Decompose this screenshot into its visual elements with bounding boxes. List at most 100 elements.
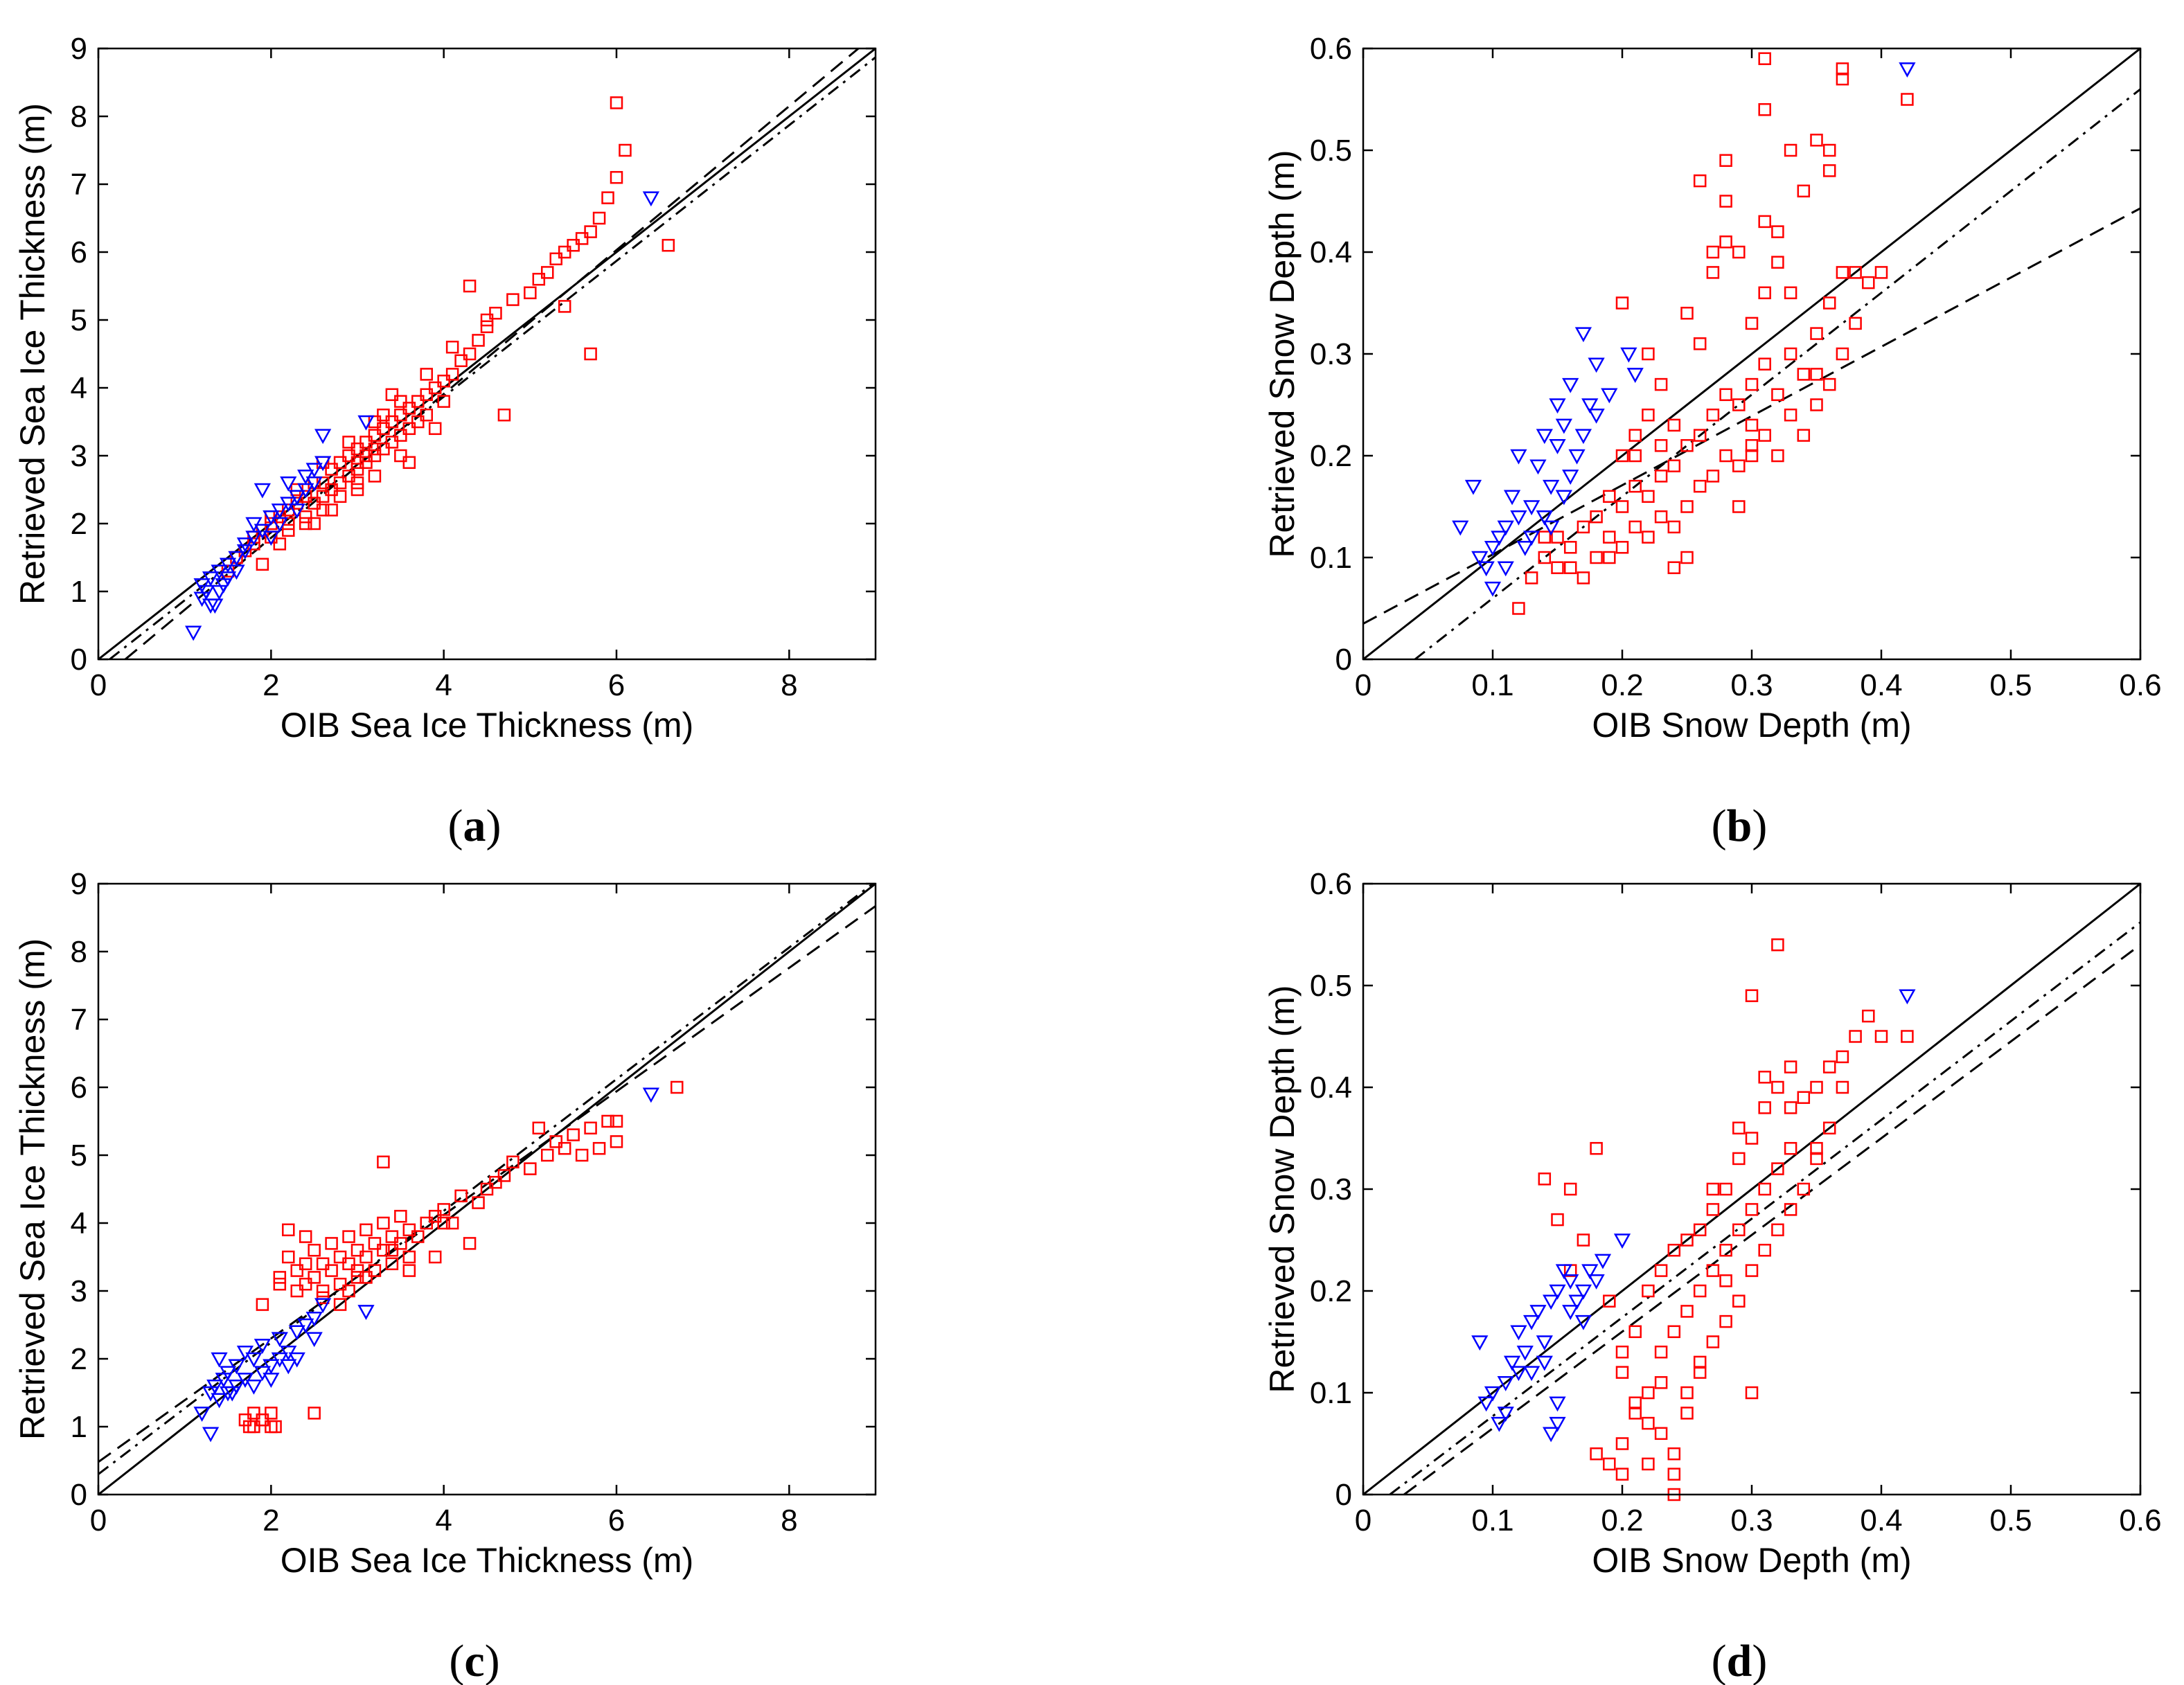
red-square-marker [385,1243,399,1257]
red-square-marker [394,1237,407,1250]
red-square-marker [1615,500,1629,513]
red-square-marker [1706,1182,1720,1196]
fit-lines [98,884,876,1495]
red-square-marker [1719,1182,1732,1196]
red-square-marker [1874,266,1888,279]
red-square-marker [333,1298,347,1311]
y-tick-label: 7 [71,1003,87,1037]
red-square-marker [524,1162,537,1175]
red-square-marker [282,1250,295,1264]
red-square-marker [1706,1335,1720,1348]
blue-triangle-marker [314,429,332,445]
red-square-marker [1797,184,1811,198]
red-square-marker [377,442,390,456]
red-square-marker [1577,571,1590,585]
y-axis-label: Retrieved Snow Depth (m) [1263,150,1302,558]
red-square-marker [1901,1030,1914,1043]
blue-triangle-marker [1562,470,1579,485]
red-square-marker [1642,531,1655,544]
red-square-marker [1758,1243,1771,1257]
blue-triangle-marker [254,483,271,499]
red-square-marker [1797,368,1811,381]
x-tick-label: 6 [608,668,625,702]
red-square-marker [1615,296,1629,310]
y-tick-label: 2 [71,1342,87,1376]
blue-triangle-marker [1543,479,1560,495]
red-square-marker [592,1141,606,1155]
red-square-marker [368,1237,382,1250]
red-square-marker [1628,1325,1642,1339]
red-square-marker [1551,561,1564,574]
red-square-marker [333,1250,347,1264]
red-square-marker [1628,1407,1642,1420]
red-square-marker [541,1148,554,1162]
panel-label: (d) [1712,1636,1768,1685]
red-square-marker [325,483,338,497]
blue-triangle-marker [211,585,228,600]
x-tick-label: 0.1 [1471,668,1513,702]
blue-triangle-marker [271,1332,288,1348]
blue-triangle-marker [1620,347,1637,363]
y-tick-label: 4 [71,1206,87,1240]
red-square-marker [445,1216,459,1230]
red-square-marker [1758,286,1771,300]
y-tick-label: 0 [1335,1478,1352,1512]
line-fit-dashdot [109,56,876,659]
red-square-marker [1745,449,1759,463]
red-square-marker [350,1264,364,1277]
red-square-marker [420,368,433,381]
x-tick-label: 0.5 [1989,668,2032,702]
red-square-marker [368,1264,382,1277]
red-square-marker [472,334,485,347]
red-square-marker [1628,520,1642,534]
red-square-marker [1784,347,1797,361]
red-square-marker [1732,1223,1746,1237]
red-square-marker [1603,1457,1616,1471]
red-square-marker [1706,1264,1720,1277]
red-square-marker [1836,62,1849,75]
blue-triangle-marker [1484,541,1502,556]
red-square-marker [342,1257,355,1271]
red-square-marker [368,429,382,442]
red-square-marker [1822,377,1836,391]
y-tick-label: 0.4 [1310,1071,1352,1105]
red-square-marker [1874,1030,1888,1043]
red-square-marker [333,490,347,503]
red-square-marker [619,143,632,157]
red-square-marker [359,1223,373,1237]
red-square-marker [1654,470,1668,483]
red-square-marker [1615,1345,1629,1359]
red-square-marker [377,1155,390,1169]
red-square-marker [1822,1060,1836,1073]
blue-triangle-marker [185,625,202,641]
red-square-marker [1563,1182,1577,1196]
blue-triangle-marker [1510,1325,1527,1341]
x-axis-label: OIB Snow Depth (m) [1592,706,1911,745]
red-square-marker [463,279,477,293]
red-square-marker [1784,286,1797,300]
blue-triangle-marker [211,1393,228,1409]
x-tick-label: 6 [608,1504,625,1537]
y-tick-label: 1 [71,1410,87,1444]
red-square-marker [1693,429,1707,442]
red-square-marker [1810,1080,1823,1094]
red-square-marker [1551,531,1564,544]
red-square-marker [558,1141,571,1155]
red-square-marker [1719,195,1732,208]
panel-label: (c) [449,1636,499,1685]
blue-triangle-marker [254,1339,271,1354]
red-square-marker [1538,531,1552,544]
y-tick-label: 0.3 [1310,1173,1352,1206]
blue-triangle-marker [215,1373,232,1388]
red-square-marker [308,1271,321,1284]
blue-triangle-marker [1899,989,1916,1005]
red-square-marker [1654,1376,1668,1389]
red-square-marker [325,1237,338,1250]
red-square-marker [265,1407,278,1420]
red-square-marker [299,1277,312,1291]
blue-triangle-marker [288,1325,305,1341]
red-square-marker [1745,439,1759,452]
red-square-marker [1758,357,1771,371]
red-square-marker [1706,470,1720,483]
y-tick-label: 0.3 [1310,337,1352,371]
